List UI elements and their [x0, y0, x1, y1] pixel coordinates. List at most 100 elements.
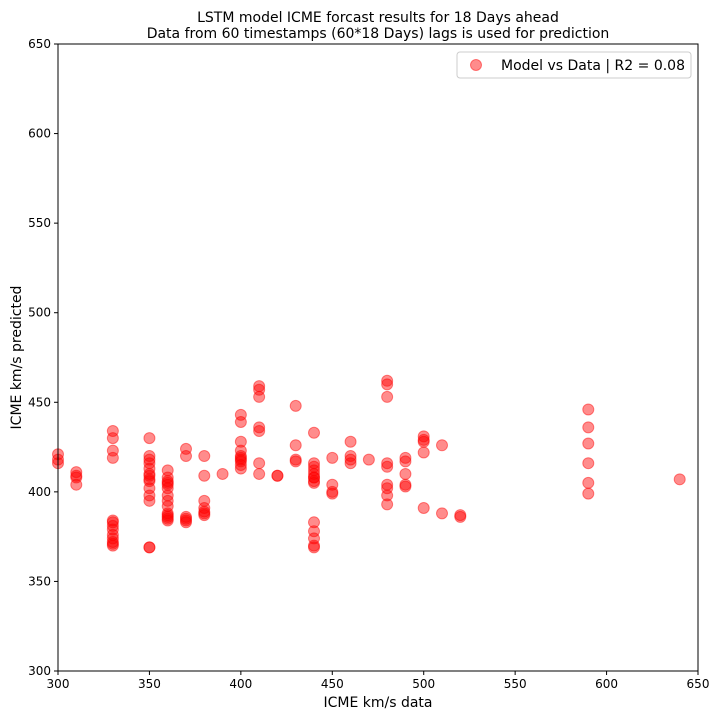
data-point	[308, 467, 320, 480]
data-point	[381, 460, 394, 473]
x-tick-label: 600	[595, 677, 618, 691]
data-point	[308, 539, 320, 552]
data-point	[106, 523, 119, 536]
chart-title: LSTM model ICME forcast results for 18 D…	[147, 10, 610, 42]
y-tick-label: 400	[28, 485, 51, 499]
data-point	[143, 482, 156, 495]
y-tick-label: 600	[28, 127, 51, 141]
y-tick-label: 450	[28, 395, 51, 409]
data-point	[253, 383, 266, 396]
data-point	[180, 442, 192, 455]
x-tick-label: 400	[229, 677, 252, 691]
data-point	[70, 478, 83, 491]
data-point	[161, 512, 174, 525]
plot-frame	[57, 43, 699, 672]
data-point	[70, 466, 83, 479]
data-point	[198, 469, 211, 482]
data-point	[326, 478, 339, 491]
x-tick-label: 650	[687, 677, 710, 691]
data-point	[362, 453, 375, 466]
data-point	[344, 435, 357, 448]
data-point	[582, 457, 595, 470]
data-point	[198, 507, 211, 520]
y-axis-ticks: 300 350 400 450 500 550 600 650	[28, 37, 58, 678]
data-point	[399, 480, 412, 493]
data-point	[161, 489, 174, 502]
data-point	[161, 476, 174, 489]
data-point	[399, 467, 412, 480]
data-point	[454, 510, 467, 523]
data-point	[253, 390, 266, 403]
data-point	[180, 516, 192, 529]
data-point	[308, 426, 320, 439]
data-point	[70, 471, 83, 484]
data-point	[253, 424, 266, 437]
data-point	[417, 501, 430, 514]
data-point	[106, 532, 119, 545]
data-point	[161, 509, 174, 522]
data-point	[161, 471, 174, 484]
data-point	[381, 482, 394, 495]
data-point	[106, 514, 119, 527]
data-point	[308, 475, 320, 488]
data-point	[180, 514, 192, 527]
data-point	[308, 471, 320, 484]
data-point	[143, 469, 156, 482]
y-tick-label: 350	[28, 574, 51, 588]
data-point	[106, 432, 119, 445]
data-point	[399, 451, 412, 464]
data-point	[253, 380, 266, 393]
data-point	[234, 451, 247, 464]
data-point	[143, 467, 156, 480]
data-point	[198, 450, 211, 463]
x-tick-label: 450	[321, 677, 344, 691]
data-point	[234, 450, 247, 463]
legend: Model vs Data | R2 = 0.08	[456, 51, 692, 79]
data-point	[198, 505, 211, 518]
data-point	[106, 444, 119, 457]
data-point	[289, 439, 302, 452]
data-point	[234, 415, 247, 428]
y-tick-label: 500	[28, 306, 51, 320]
data-point	[143, 432, 156, 445]
data-point	[161, 500, 174, 513]
data-point	[161, 507, 174, 520]
data-point	[161, 494, 174, 507]
data-point	[234, 444, 247, 457]
data-point	[234, 435, 247, 448]
data-point	[106, 528, 119, 541]
data-point	[308, 532, 320, 545]
data-point	[417, 433, 430, 446]
x-tick-label: 550	[504, 677, 527, 691]
data-point	[381, 489, 394, 502]
data-point	[582, 403, 595, 416]
data-point	[106, 424, 119, 437]
data-point	[417, 430, 430, 443]
data-point	[198, 501, 211, 514]
data-point	[308, 516, 320, 529]
data-point	[180, 450, 192, 463]
data-point	[198, 494, 211, 507]
data-point	[381, 498, 394, 511]
legend-marker	[470, 59, 482, 71]
y-tick-label: 650	[28, 37, 51, 51]
x-tick-label: 300	[47, 677, 70, 691]
data-point	[161, 464, 174, 477]
data-point	[344, 457, 357, 470]
data-point	[326, 451, 339, 464]
y-axis-label: ICME km/s predicted	[9, 286, 25, 430]
data-point	[161, 482, 174, 495]
data-point	[143, 457, 156, 470]
data-point	[454, 509, 467, 522]
data-point	[308, 471, 320, 484]
data-point	[436, 507, 448, 520]
y-tick-label: 550	[28, 216, 51, 230]
data-point	[308, 460, 320, 473]
data-point	[308, 525, 320, 538]
data-point	[161, 514, 174, 527]
data-point	[143, 453, 156, 466]
data-point	[198, 509, 211, 522]
data-point	[180, 510, 192, 523]
data-point	[143, 541, 156, 554]
x-axis-label: ICME km/s data	[323, 695, 432, 711]
